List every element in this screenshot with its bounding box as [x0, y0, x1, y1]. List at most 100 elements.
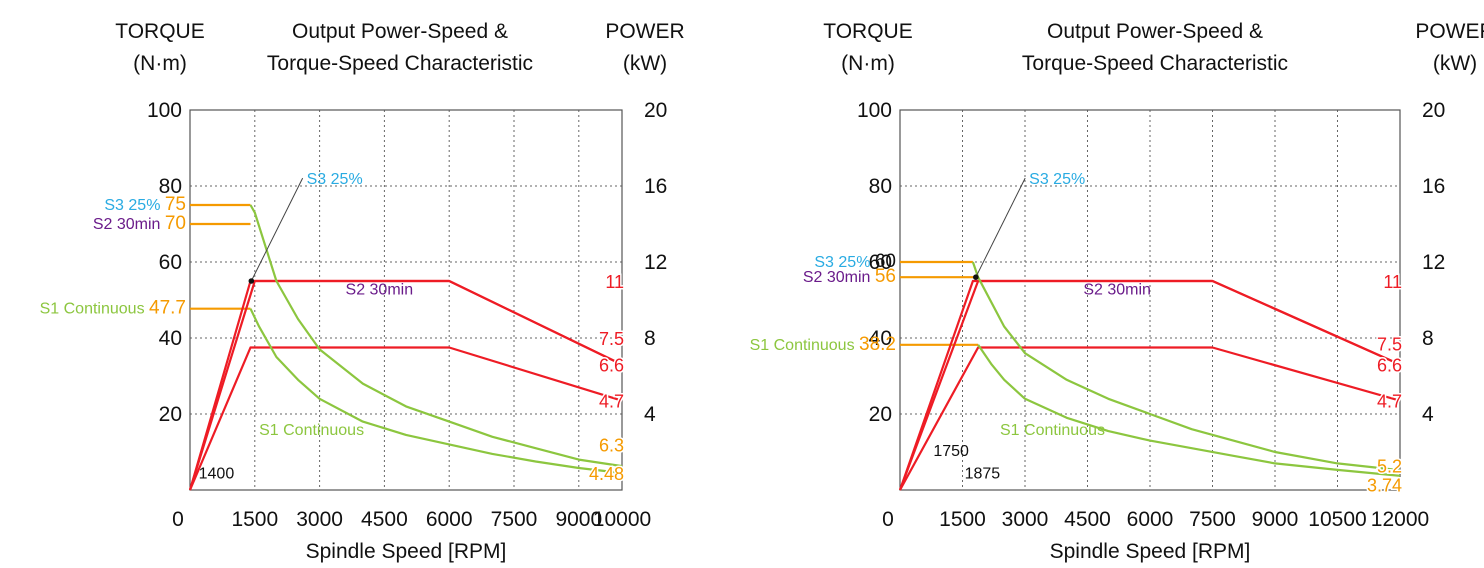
- y-tick-label-left: 20: [159, 403, 182, 426]
- x-axis-title: Spindle Speed [RPM]: [306, 540, 507, 563]
- left-annotation: S3 25% 60: [814, 251, 896, 272]
- chart-title-line-1: Output Power-Speed &: [1047, 20, 1263, 43]
- y-tick-label-right: 4: [1422, 403, 1434, 426]
- right-annotation-value: 7.5: [1377, 335, 1402, 355]
- right-axis-title: POWER: [1415, 20, 1484, 43]
- pointer-dot: [248, 278, 255, 284]
- right-annotation-value: 4.7: [1377, 392, 1402, 412]
- x-tick-label: 6000: [1127, 508, 1174, 531]
- x-tick-label: 10000: [593, 508, 651, 531]
- x-tick-label: 7500: [1189, 508, 1236, 531]
- y-tick-label-right: 12: [1422, 251, 1445, 274]
- left-axis-unit: (N·m): [133, 52, 187, 75]
- x-tick-label: 3000: [1002, 508, 1049, 531]
- right-annotation-value: 11: [605, 272, 624, 292]
- left-axis-title: TORQUE: [823, 20, 912, 43]
- y-tick-label-left: 60: [869, 251, 892, 274]
- x-tick-label: 4500: [1064, 508, 1111, 531]
- left-annotation: S3 25% 75: [104, 194, 186, 215]
- y-tick-label-right: 4: [644, 403, 656, 426]
- series-line-torque-s3-25-: [971, 261, 1401, 472]
- x-tick-label: 12000: [1371, 508, 1429, 531]
- y-tick-label-left: 60: [159, 251, 182, 274]
- chart-title-line-2: Torque-Speed Characteristic: [267, 52, 533, 75]
- pointer-line: [975, 177, 1026, 278]
- annotation-label: S1 Continuous: [40, 301, 149, 318]
- series-line-torque-s3-25-: [249, 204, 623, 468]
- x-tick-label: 6000: [426, 508, 473, 531]
- left-axis-unit: (N·m): [841, 52, 895, 75]
- pointer-line: [250, 177, 304, 282]
- plot-annotation: S1 Continuous: [1000, 422, 1105, 439]
- y-tick-label-right: 16: [1422, 175, 1445, 198]
- right-axis-title: POWER: [605, 20, 684, 43]
- x-tick-label: 3000: [296, 508, 343, 531]
- y-tick-label-left: 40: [869, 327, 892, 350]
- y-tick-label-left: 80: [159, 175, 182, 198]
- y-tick-label-right: 16: [644, 175, 667, 198]
- x-tick-label: 9000: [1252, 508, 1299, 531]
- y-tick-label-left: 40: [159, 327, 182, 350]
- pointer-dot: [973, 274, 979, 281]
- plot-frame: [189, 109, 623, 491]
- plot-annotation: S2 30min: [1083, 281, 1151, 298]
- y-tick-label-right: 20: [644, 99, 667, 122]
- series-line-power-s1-continuous: [899, 346, 1401, 491]
- annotation-label: S1 Continuous: [750, 337, 859, 354]
- right-axis-unit: (kW): [623, 52, 667, 75]
- y-tick-label-left: 100: [147, 99, 182, 122]
- annotation-value: 70: [165, 213, 186, 234]
- y-tick-label-right: 12: [644, 251, 667, 274]
- annotation-value: 47.7: [149, 298, 186, 319]
- left-annotation: S2 30min 56: [803, 266, 896, 287]
- right-annotation-value: 6.3: [599, 435, 624, 455]
- annotation-label: S2 30min: [93, 216, 165, 233]
- annotation-value: 75: [165, 194, 186, 215]
- annotation-value: 56: [875, 266, 896, 287]
- y-tick-label-left: 20: [869, 403, 892, 426]
- chart-panel-2: Output Power-Speed & Torque-Speed Charact…: [750, 20, 1484, 563]
- y-tick-label-right: 8: [644, 327, 656, 350]
- x-tick-label: 7500: [491, 508, 538, 531]
- annotation-label: S3 25%: [814, 254, 874, 271]
- right-axis-unit: (kW): [1433, 52, 1477, 75]
- x-tick-label-origin: 0: [172, 508, 184, 531]
- plot-annotation: S3 25%: [307, 171, 363, 188]
- right-annotation-value: 6.6: [1377, 356, 1402, 376]
- series-line-power-s3-25-: [898, 279, 1401, 491]
- right-annotation-value: 6.6: [599, 356, 624, 376]
- right-annotation-value: 7.5: [599, 329, 624, 349]
- plot-annotation: S1 Continuous: [259, 422, 364, 439]
- annotation-value: 60: [875, 251, 896, 272]
- right-annotation-value: 11: [1383, 272, 1402, 292]
- y-tick-label-right: 8: [1422, 327, 1434, 350]
- x-axis-title: Spindle Speed [RPM]: [1050, 540, 1251, 563]
- plot-frame: [899, 109, 1401, 491]
- plot-annotation: 1400: [199, 466, 235, 483]
- annotation-label: S3 25%: [104, 197, 164, 214]
- x-tick-label: 10500: [1308, 508, 1366, 531]
- plot-annotation: 1875: [965, 466, 1001, 483]
- series-line-power-s1-continuous: [188, 346, 623, 491]
- y-tick-label-left: 80: [869, 175, 892, 198]
- chart-title-line-2: Torque-Speed Characteristic: [1022, 52, 1288, 75]
- series-line-power-s3-25-: [188, 279, 623, 491]
- left-annotation: S1 Continuous 47.7: [40, 298, 186, 319]
- y-tick-label-right: 20: [1422, 99, 1445, 122]
- plot-annotation: S2 30min: [346, 281, 414, 298]
- x-tick-label: 1500: [939, 508, 986, 531]
- y-tick-label-left: 100: [857, 99, 892, 122]
- chart-title-line-1: Output Power-Speed &: [292, 20, 508, 43]
- plot-annotation: S3 25%: [1029, 171, 1085, 188]
- right-annotation-value: 4.7: [599, 392, 624, 412]
- annotation-value: 38.2: [859, 334, 896, 355]
- right-annotation-value: 3.74: [1367, 475, 1402, 495]
- right-annotation-value: 5.2: [1377, 456, 1402, 476]
- chart-panel-1: Output Power-Speed & Torque-Speed Charact…: [40, 20, 685, 563]
- right-annotation-value: 4.48: [589, 464, 624, 484]
- series-line-torque-s1-continuous: [249, 308, 623, 475]
- left-annotation: S1 Continuous 38.2: [750, 334, 896, 355]
- x-tick-label-origin: 0: [882, 508, 894, 531]
- plot-annotation: 1750: [933, 443, 969, 460]
